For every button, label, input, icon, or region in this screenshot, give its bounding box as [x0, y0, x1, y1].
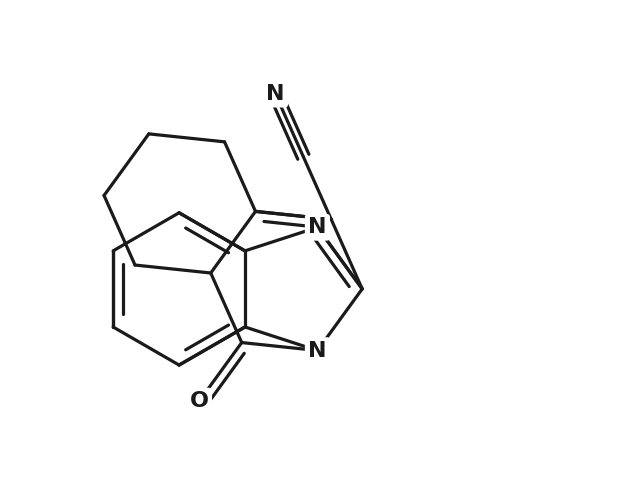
Text: N: N [308, 340, 327, 360]
Text: N: N [308, 217, 327, 237]
Text: O: O [190, 391, 209, 411]
Text: N: N [266, 84, 285, 104]
